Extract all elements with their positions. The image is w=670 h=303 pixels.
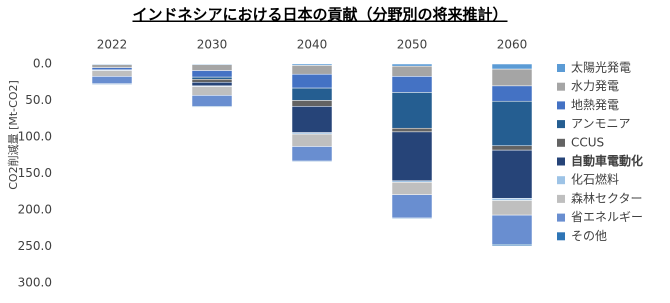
bar-segment	[91, 83, 133, 85]
legend-label: 地熱発電	[571, 98, 619, 112]
bar-segment	[291, 73, 333, 89]
bar-segment	[191, 106, 233, 108]
y-tick-label: 300.0	[18, 276, 52, 290]
bar-segment	[491, 149, 533, 199]
bar-segment	[391, 63, 433, 67]
y-tick-label: 0.0	[33, 57, 52, 71]
x-tick-label: 2060	[497, 38, 528, 52]
bar-segment	[391, 76, 433, 93]
y-tick-label: 150.0	[18, 166, 52, 180]
bar-segment	[191, 70, 233, 78]
legend-swatch	[557, 101, 565, 110]
bar-segment	[391, 92, 433, 129]
bar-segment	[491, 214, 533, 245]
bar-segment	[91, 70, 133, 77]
legend-swatch	[557, 157, 565, 166]
bar-segment	[191, 64, 233, 71]
y-tick-label: 250.0	[18, 239, 52, 253]
bar-segment	[291, 100, 333, 107]
bar-segment	[391, 182, 433, 195]
bar-segment	[191, 86, 233, 96]
legend-label: 水力発電	[571, 79, 619, 93]
bar-segment	[491, 100, 533, 147]
bar-segment	[491, 85, 533, 102]
legend-swatch	[557, 213, 565, 222]
bar-segment	[491, 63, 533, 70]
legend-swatch	[557, 64, 565, 72]
bar-segment	[191, 82, 233, 87]
legend-label: 太陽光発電	[571, 60, 631, 75]
bar-segment	[191, 79, 233, 83]
x-tick-label: 2050	[397, 38, 428, 52]
legend-swatch	[557, 194, 565, 203]
y-axis-label: CO2削減量 [Mt-CO2]	[6, 80, 20, 190]
bar-segment	[391, 217, 433, 220]
y-tick-label: 100.0	[18, 130, 52, 144]
bar-segment	[291, 160, 333, 163]
bar-segment	[391, 131, 433, 182]
bar-segment	[391, 194, 433, 219]
legend-label: CCUS	[571, 135, 604, 149]
bar-segment	[291, 106, 333, 133]
bar-segment	[91, 64, 133, 68]
x-tick-label: 2030	[197, 38, 228, 52]
bar-segment	[491, 145, 533, 151]
bar-segment	[491, 244, 533, 247]
legend-swatch	[557, 138, 565, 147]
bar-segment	[191, 76, 233, 80]
bar-segment	[491, 200, 533, 216]
legend-swatch	[557, 232, 565, 241]
bar-segment	[291, 87, 333, 101]
legend-label: アンモニア	[571, 117, 631, 131]
legend-swatch	[557, 176, 565, 185]
legend-label: その他	[571, 229, 607, 243]
x-tick-label: 2022	[97, 38, 128, 52]
legend-label: 森林セクター	[571, 190, 643, 205]
y-tick-label: 50.0	[25, 93, 52, 107]
legend-label: 化石燃料	[571, 172, 619, 187]
bar-segment	[91, 67, 133, 71]
bar-segment	[291, 146, 333, 162]
bar-segment	[391, 65, 433, 77]
bar-segment	[491, 68, 533, 87]
legend-label: 自動車電動化	[571, 153, 643, 168]
y-tick-label: 200.0	[18, 203, 52, 217]
legend-label: 省エネルギー	[571, 210, 643, 224]
chart-title: インドネシアにおける日本の貢献（分野別の将来推計）	[132, 6, 507, 24]
bar-segment	[391, 127, 433, 133]
bar-segment	[491, 198, 533, 201]
bar-segment	[291, 133, 333, 147]
legend-swatch	[557, 120, 565, 129]
bar-segment	[91, 76, 133, 84]
legend-swatch	[557, 82, 565, 91]
x-tick-label: 2040	[297, 38, 328, 52]
bar-segment	[191, 95, 233, 107]
bar-segment	[291, 65, 333, 75]
